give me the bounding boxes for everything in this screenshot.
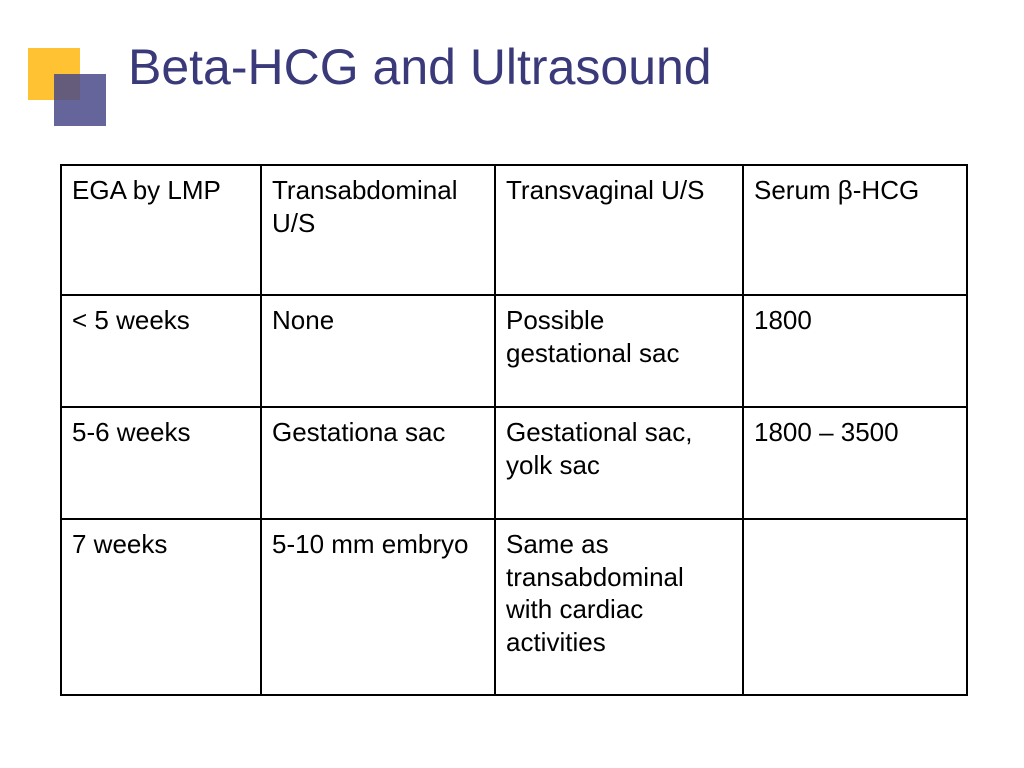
col-header: Transvaginal U/S xyxy=(495,165,743,295)
accent-square-blue xyxy=(54,74,106,126)
table-row: 7 weeks 5-10 mm embryo Same as transabdo… xyxy=(61,519,967,695)
col-header: EGA by LMP xyxy=(61,165,261,295)
cell: Gestationa sac xyxy=(261,407,495,519)
table-header-row: EGA by LMP Transabdominal U/S Transvagin… xyxy=(61,165,967,295)
table-row: < 5 weeks None Possible gestational sac … xyxy=(61,295,967,407)
cell: Possible gestational sac xyxy=(495,295,743,407)
slide: Beta-HCG and Ultrasound EGA by LMP Trans… xyxy=(0,0,1024,768)
slide-title: Beta-HCG and Ultrasound xyxy=(128,38,712,96)
data-table: EGA by LMP Transabdominal U/S Transvagin… xyxy=(60,164,968,696)
cell: None xyxy=(261,295,495,407)
cell: 7 weeks xyxy=(61,519,261,695)
col-header: Serum β-HCG xyxy=(743,165,967,295)
cell: 1800 xyxy=(743,295,967,407)
cell: 5-6 weeks xyxy=(61,407,261,519)
cell: 5-10 mm embryo xyxy=(261,519,495,695)
cell xyxy=(743,519,967,695)
cell: Same as transabdominal with cardiac acti… xyxy=(495,519,743,695)
table-row: 5-6 weeks Gestationa sac Gestational sac… xyxy=(61,407,967,519)
data-table-wrap: EGA by LMP Transabdominal U/S Transvagin… xyxy=(60,164,966,696)
cell: Gestational sac, yolk sac xyxy=(495,407,743,519)
cell: < 5 weeks xyxy=(61,295,261,407)
col-header: Transabdominal U/S xyxy=(261,165,495,295)
cell: 1800 – 3500 xyxy=(743,407,967,519)
